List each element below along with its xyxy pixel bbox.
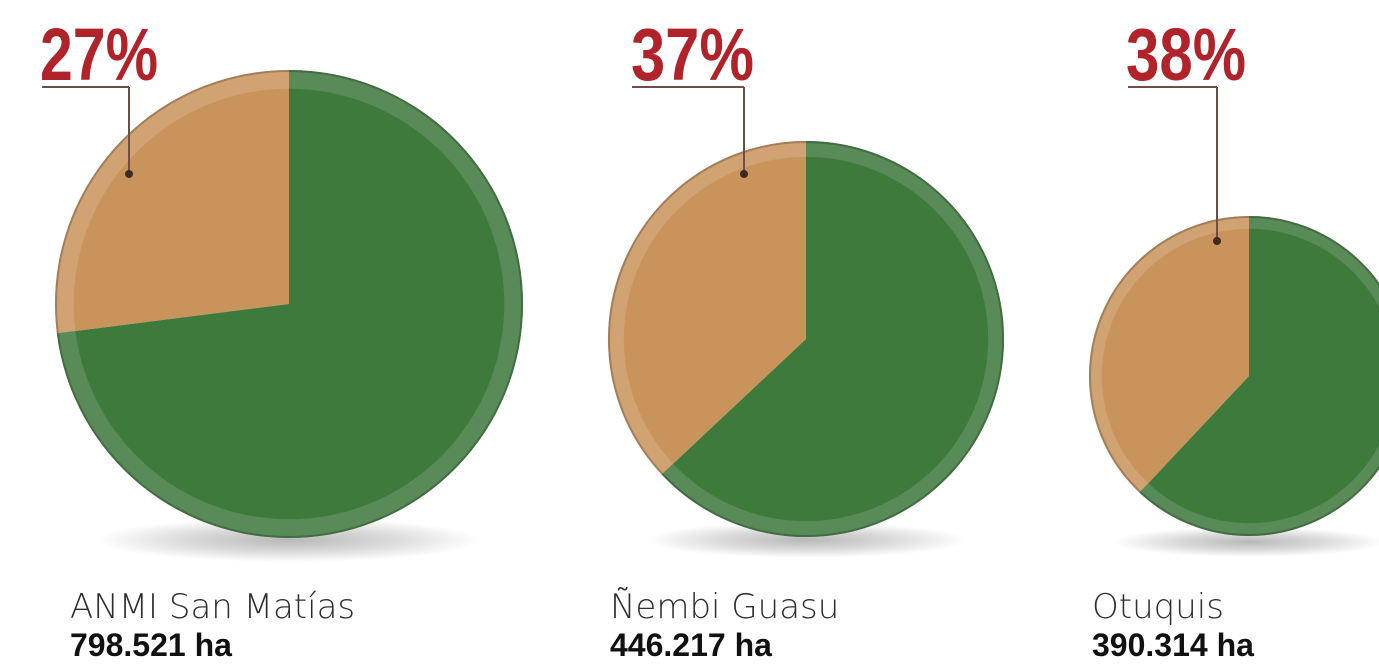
pie-edge-otuquis [1089,216,1379,536]
pie-chart-nembi-guasu: 37% [607,13,1004,558]
pie-edge-san-matias [55,70,523,538]
leader-dot-otuquis [1213,237,1221,245]
percent-label-otuquis: 38% [1126,13,1246,96]
protected-area-size-san-matias: 798.521 ha [70,627,232,663]
pie-shadow-san-matias [97,518,481,562]
pie-slices-san-matias [55,70,524,538]
remainder-slice-otuquis [1139,216,1379,536]
pie-shadow-otuquis [1113,527,1379,557]
pie-slices-nembi-guasu [607,141,1004,538]
pie-chart-otuquis: 38% [1089,13,1379,557]
percent-label-san-matias: 27% [40,13,158,96]
remainder-slice-rim-nembi-guasu [661,141,1004,538]
pie-shadow-nembi-guasu [646,522,966,558]
protected-area-name-otuquis: Otuquis [1092,587,1224,627]
highlight-slice-rim-otuquis [1089,216,1249,493]
protected-area-name-san-matias: ANMI San Matías [70,587,356,627]
pie-slices-otuquis [1089,216,1379,536]
protected-area-size-otuquis: 390.314 ha [1092,627,1254,663]
remainder-slice-san-matias [56,70,524,538]
highlight-slice-san-matias [55,70,290,334]
leader-dot-san-matias [125,170,133,178]
remainder-slice-nembi-guasu [661,141,1004,538]
highlight-slice-rim-nembi-guasu [607,141,806,475]
highlight-slice-rim-san-matias [55,70,290,334]
percent-label-nembi-guasu: 37% [631,13,754,96]
pie-edge-nembi-guasu [608,141,1004,537]
remainder-slice-rim-otuquis [1139,216,1379,536]
pie-chart-san-matias: 27% [40,13,524,562]
protected-area-name-nembi-guasu: Ñembi Guasu [610,587,840,627]
protected-area-size-nembi-guasu: 446.217 ha [610,627,772,663]
leader-dot-nembi-guasu [740,170,748,178]
